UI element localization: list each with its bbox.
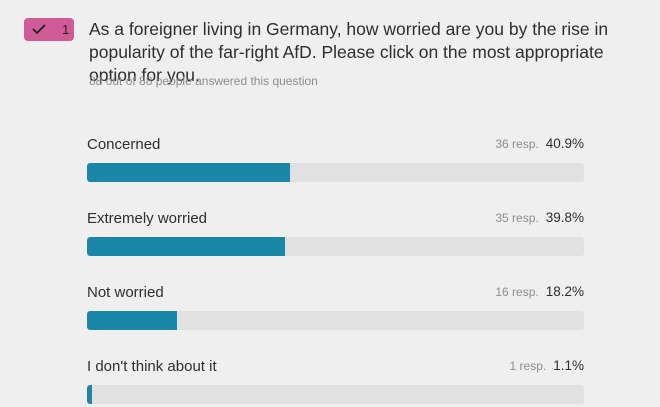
option-bar-fill <box>87 163 291 182</box>
option-responses: 16 resp. <box>495 285 539 299</box>
answered-count: 88 out of 88 people answered this questi… <box>89 74 318 88</box>
option-bar-track <box>87 163 584 182</box>
option-percent: 40.9% <box>545 136 584 151</box>
option-responses: 36 resp. <box>495 137 539 151</box>
option-percent: 18.2% <box>545 284 584 299</box>
option-responses: 35 resp. <box>495 211 539 225</box>
option-responses: 1 resp. <box>509 359 547 373</box>
option-label: I don't think about it <box>87 358 217 375</box>
question-badge: 1 <box>24 18 74 41</box>
option-label: Not worried <box>87 284 164 301</box>
option-percent: 1.1% <box>553 358 584 373</box>
question-number: 1 <box>62 22 70 37</box>
option-bar-track <box>87 237 584 256</box>
option-stats: 16 resp. 18.2% <box>495 284 584 299</box>
option-bar-track <box>87 311 584 330</box>
option-bar-fill <box>87 385 93 404</box>
question-title: As a foreigner living in Germany, how wo… <box>89 19 609 85</box>
option-stats: 36 resp. 40.9% <box>495 136 584 151</box>
option-bar-fill <box>87 237 285 256</box>
option-bar-fill <box>87 311 178 330</box>
option-bar-track <box>87 385 584 404</box>
option-label: Concerned <box>87 136 161 153</box>
option-stats: 1 resp. 1.1% <box>510 358 584 373</box>
option-percent: 39.8% <box>545 210 584 225</box>
option-label: Extremely worried <box>87 210 208 227</box>
option-stats: 35 resp. 39.8% <box>495 210 584 225</box>
check-icon <box>28 24 50 35</box>
